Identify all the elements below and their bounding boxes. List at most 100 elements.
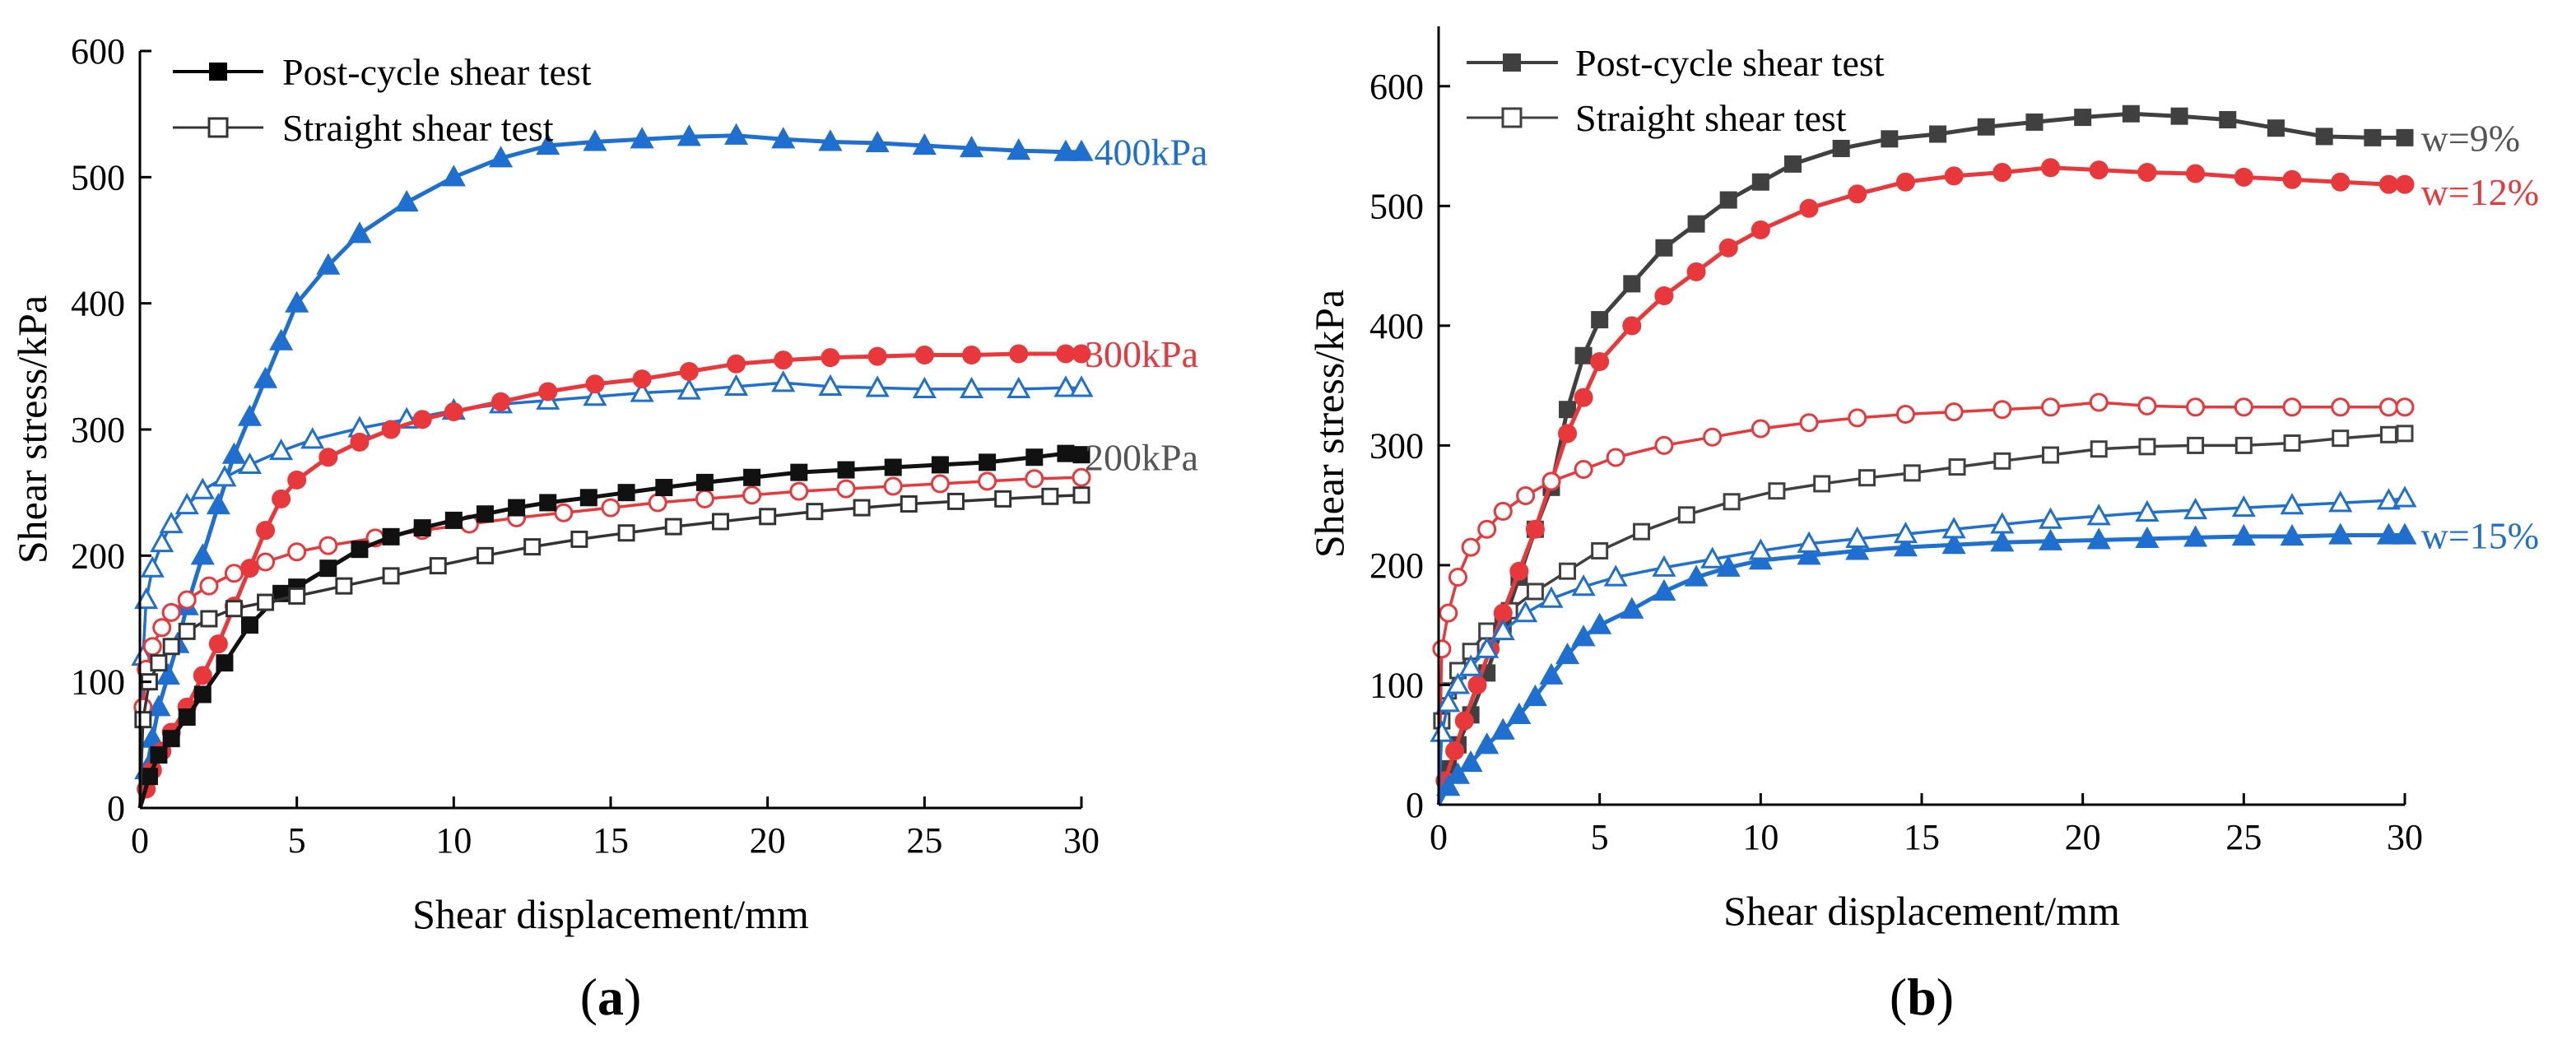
b-data-point xyxy=(2135,526,2160,549)
b-data-point xyxy=(2183,525,2208,547)
b-data-point xyxy=(1445,762,1471,784)
a-data-point xyxy=(272,489,291,508)
a-data-point xyxy=(319,448,338,467)
b-data-point xyxy=(1845,538,1870,560)
b-data-point xyxy=(1718,238,1738,258)
b-data-point xyxy=(1539,586,1564,608)
b-data-point xyxy=(1590,352,1610,372)
b-data-point xyxy=(2328,522,2353,545)
panel-a-label-letter: a xyxy=(598,968,624,1026)
a-data-point xyxy=(382,527,400,546)
a-data-point xyxy=(771,127,796,149)
b-data-point xyxy=(1490,717,1515,740)
a-data-point xyxy=(347,221,372,244)
a-y-tick-label: 200 xyxy=(71,536,125,576)
b-data-point xyxy=(2187,436,2205,454)
panel-b-legend-label: Post-cycle shear test xyxy=(1575,42,1885,84)
b-data-point xyxy=(2282,169,2302,189)
a-data-point xyxy=(225,600,243,618)
b-y-tick-label: 100 xyxy=(1369,665,1424,705)
b-data-point xyxy=(1748,538,1773,560)
a-data-point xyxy=(476,505,494,523)
a-data-point xyxy=(508,499,526,517)
a-data-point xyxy=(1025,448,1044,467)
a-data-point xyxy=(1069,375,1094,397)
a-y-tick-label: 500 xyxy=(71,157,125,197)
a-data-point xyxy=(206,492,230,515)
a-data-point xyxy=(190,543,215,565)
a-data-point xyxy=(413,519,431,537)
a-data-point xyxy=(912,376,937,399)
b-data-point xyxy=(1716,555,1741,577)
b-data-point xyxy=(1751,220,1770,239)
b-data-point xyxy=(1799,198,1819,218)
a-data-point xyxy=(212,465,237,487)
a-data-point xyxy=(1041,487,1059,505)
b-data-point xyxy=(2135,499,2160,522)
a-data-point xyxy=(162,638,180,656)
a-data-point xyxy=(444,511,463,529)
a-data-point xyxy=(570,530,588,548)
b-data-point xyxy=(1467,675,1487,694)
b-data-point xyxy=(2183,497,2208,520)
a-data-point xyxy=(134,587,159,610)
a-data-point xyxy=(253,366,278,388)
a-data-point xyxy=(335,577,353,595)
a-data-point xyxy=(269,438,294,461)
b-data-point xyxy=(1493,501,1513,521)
b-data-point xyxy=(1895,172,1915,192)
b-data-point xyxy=(1832,139,1850,157)
b-data-point xyxy=(2395,174,2415,194)
b-data-point xyxy=(2280,493,2304,515)
b-data-point xyxy=(2234,167,2253,187)
b-data-point xyxy=(1992,400,2012,420)
panel-a-x-axis-label: Shear displacement/mm xyxy=(412,891,809,937)
a-data-point xyxy=(959,135,984,158)
a-data-point xyxy=(585,374,605,394)
b-data-point xyxy=(1439,603,1458,623)
a-data-point xyxy=(319,559,337,578)
a-data-point xyxy=(208,634,228,654)
b-data-point xyxy=(1454,711,1474,731)
a-data-point xyxy=(914,346,934,365)
b-data-point xyxy=(2138,438,2156,456)
b-data-point xyxy=(2186,164,2206,183)
panel-b-legend-marker-open-square xyxy=(1501,107,1523,128)
b-data-point xyxy=(1475,636,1500,658)
a-data-point xyxy=(237,404,263,426)
b-data-point xyxy=(1652,578,1676,601)
b-x-tick-label: 20 xyxy=(2065,817,2101,857)
a-data-point xyxy=(237,452,263,475)
a-series-annotation: 200kPa xyxy=(1085,437,1198,479)
b-x-tick-label: 25 xyxy=(2225,817,2262,857)
b-data-point xyxy=(1948,458,1966,476)
b-x-tick-label: 10 xyxy=(1742,817,1779,857)
a-data-point xyxy=(818,129,843,151)
b-data-point xyxy=(1525,519,1545,539)
b-data-point xyxy=(2219,111,2237,129)
b-data-point xyxy=(1436,774,1461,796)
b-data-point xyxy=(2231,523,2256,546)
a-data-point xyxy=(199,576,219,596)
a-data-point xyxy=(821,348,840,368)
a-data-point xyxy=(583,129,607,151)
b-data-point xyxy=(1458,750,1483,773)
b-data-point xyxy=(2042,446,2060,464)
a-data-point xyxy=(931,456,949,474)
a-data-point xyxy=(140,555,165,578)
b-data-point xyxy=(1523,684,1547,707)
b-data-point xyxy=(1813,475,1831,493)
b-data-point xyxy=(1686,262,1706,281)
b-series-4 xyxy=(1436,522,2417,806)
a-data-point xyxy=(300,427,325,449)
b-data-point xyxy=(1633,522,1651,541)
a-data-point xyxy=(912,132,937,156)
a-data-point xyxy=(978,471,997,491)
b-series-annotation: w=12% xyxy=(2421,171,2539,213)
b-data-point xyxy=(2025,113,2044,131)
b-data-point xyxy=(2392,485,2417,508)
b-y-tick-label: 400 xyxy=(1369,306,1424,346)
a-data-point xyxy=(630,380,654,402)
b-data-point xyxy=(1526,583,1544,601)
